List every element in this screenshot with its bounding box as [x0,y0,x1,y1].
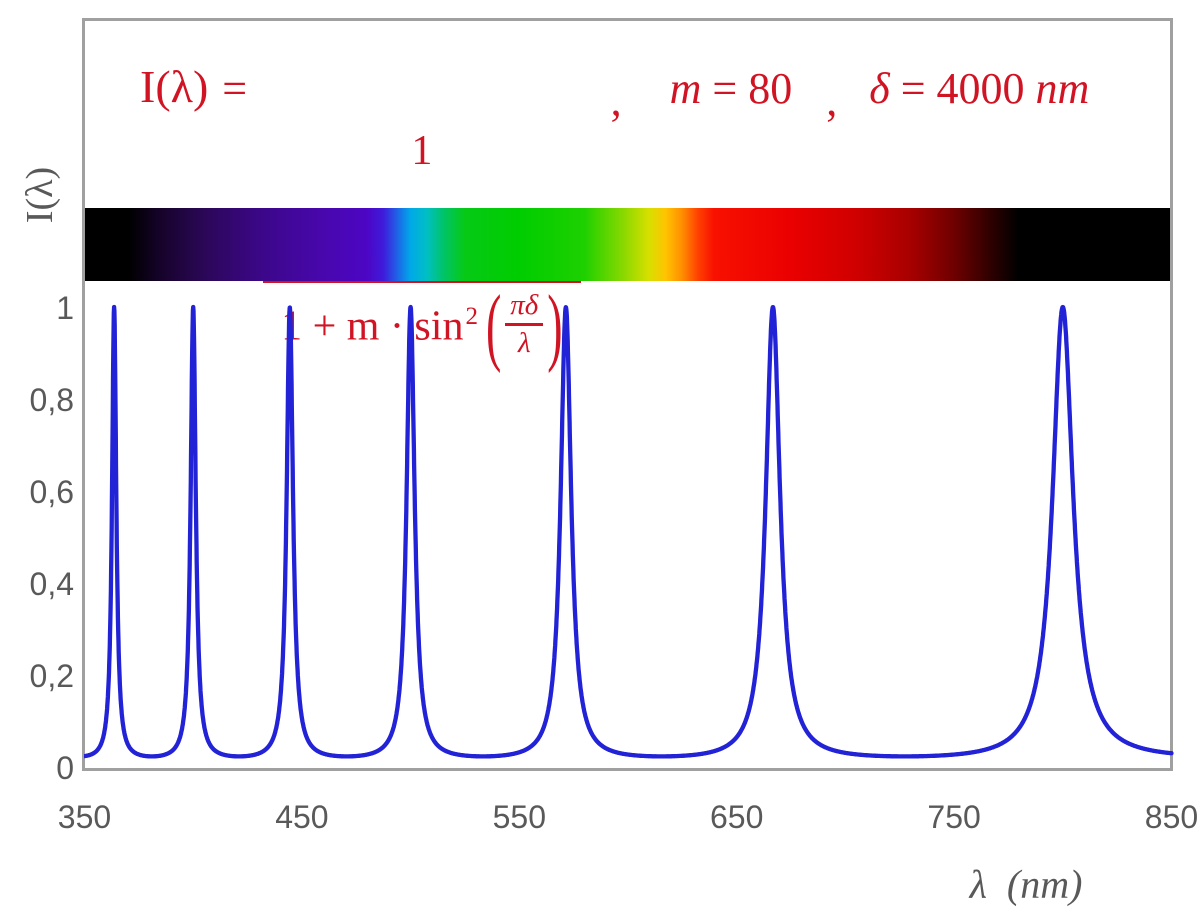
formula-comma: , [826,76,838,125]
delta-unit: nm [1035,64,1090,113]
param-m: m = 80 [670,64,793,115]
x-axis-title: λ (nm) [969,861,1083,907]
spectrum-bar [85,208,1170,281]
fraction-numerator: 1 [411,128,433,174]
airy-function-line [84,304,1174,759]
formula: I(λ) = 1 1 + m · sin2(πδ λ) , m = 80 , δ … [140,32,1089,461]
x-tick-label: 350 [57,799,112,835]
formula-equals: = [222,64,248,113]
y-tick-label: 0,4 [29,566,74,602]
y-tick-label: 1 [56,290,74,326]
sin-exponent: 2 [465,302,478,330]
open-paren: ( [485,276,502,374]
formula-comma: , [610,76,622,125]
y-axis-title: I(λ) [19,166,61,224]
y-tick-label: 0,2 [29,658,74,694]
x-tick-label: 650 [709,799,764,835]
inner-fraction: πδ λ [505,289,544,359]
inner-numerator: πδ [505,289,544,326]
y-tick-label: 0 [56,750,74,786]
plot-frame [82,18,1173,771]
delta-value: = 4000 [889,64,1036,113]
x-tick-label: 850 [1144,799,1199,835]
x-tick-label: 450 [275,799,329,835]
y-tick-label: 0,6 [29,474,74,510]
y-tick-label: 0,8 [29,382,74,418]
x-tick-label: 550 [492,799,546,835]
denominator-text: 1 + m · sin [281,303,464,350]
param-delta: δ = 4000 nm [869,64,1089,115]
delta-symbol: δ [869,64,890,113]
formula-fraction: 1 1 + m · sin2(πδ λ) [263,32,581,461]
fraction-denominator: 1 + m · sin2(πδ λ) [263,280,581,369]
close-paren: ) [547,276,563,374]
inner-denominator: λ [518,326,531,359]
m-symbol: m [669,64,702,113]
m-value: = 80 [701,64,793,113]
x-tick-label: 750 [927,799,981,835]
intensity-curve [84,304,1174,759]
formula-lhs: I(λ) [140,61,209,112]
